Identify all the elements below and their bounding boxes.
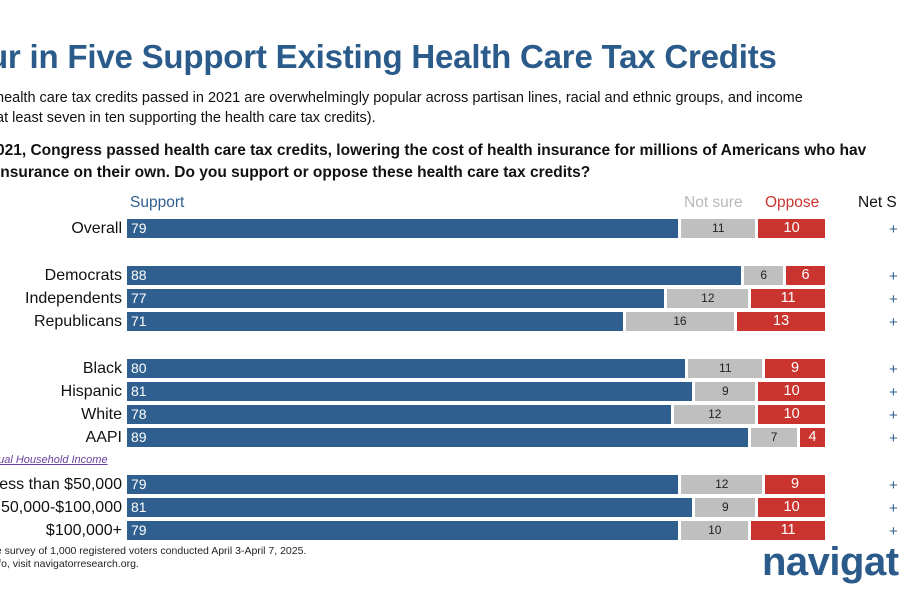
bar-oppose: 9: [765, 359, 825, 378]
bar-not-sure: 12: [674, 405, 756, 424]
bar-oppose: 9: [765, 475, 825, 494]
row-label: ess than $50,000: [0, 476, 122, 493]
subtitle-line-2: at least seven in ten supporting the hea…: [0, 110, 376, 126]
chart-subtitle: health care tax credits passed in 2021 a…: [0, 88, 900, 128]
bar-not-sure: 9: [695, 498, 756, 517]
group-label-income: nual Household Income: [0, 454, 108, 466]
row-label: Overall: [71, 220, 122, 237]
bar-support: 88: [127, 266, 742, 285]
bar-oppose: 11: [751, 289, 825, 308]
net-support-value: +: [889, 268, 898, 285]
bar-not-sure: 16: [625, 312, 735, 331]
row-label: Republicans: [33, 313, 122, 330]
net-support-value: +: [889, 430, 898, 447]
bar-support: 89: [127, 428, 749, 447]
bar-not-sure: 6: [744, 266, 784, 285]
bar-support: 77: [127, 289, 665, 308]
chart-title: our in Five Support Existing Health Care…: [0, 38, 777, 75]
question-line-1: 021, Congress passed health care tax cre…: [0, 142, 867, 159]
net-support-value: +: [889, 314, 898, 331]
column-header-not-sure: Not sure: [684, 194, 743, 211]
row-label: White: [81, 406, 122, 423]
bar-support: 78: [127, 405, 672, 424]
net-support-value: +: [889, 500, 898, 517]
footnote: de survey of 1,000 registered voters con…: [0, 545, 306, 571]
column-header-support: Support: [130, 194, 185, 211]
bar-not-sure: 7: [751, 428, 798, 447]
bar-support: 71: [127, 312, 623, 331]
row-label: 50,000-$100,000: [1, 499, 122, 516]
bar-support: 81: [127, 498, 693, 517]
bar-not-sure: 11: [681, 219, 756, 238]
bar-support: 80: [127, 359, 686, 378]
survey-question: 021, Congress passed health care tax cre…: [0, 140, 866, 184]
bar-not-sure: 9: [695, 382, 756, 401]
column-header-net: Net S: [858, 194, 897, 211]
row-label: Independents: [25, 290, 122, 307]
footnote-line-1: de survey of 1,000 registered voters con…: [0, 545, 307, 557]
subtitle-line-1: health care tax credits passed in 2021 a…: [0, 90, 803, 106]
bar-support: 81: [127, 382, 693, 401]
net-support-value: +: [889, 384, 898, 401]
row-label: Black: [82, 360, 122, 377]
bar-oppose: 10: [758, 405, 825, 424]
bar-oppose: 6: [786, 266, 825, 285]
bar-oppose: 10: [758, 382, 825, 401]
net-support-value: +: [889, 221, 898, 238]
navigator-logo: navigat: [762, 540, 899, 584]
bar-not-sure: 12: [667, 289, 749, 308]
question-line-2: insurance on their own. Do you support o…: [0, 164, 591, 181]
net-support-value: +: [889, 523, 898, 540]
bar-support: 79: [127, 219, 679, 238]
bar-oppose: 11: [751, 521, 825, 540]
bar-oppose: 13: [737, 312, 825, 331]
bar-not-sure: 12: [681, 475, 763, 494]
column-header-oppose: Oppose: [765, 194, 820, 211]
net-support-value: +: [889, 477, 898, 494]
row-label: Hispanic: [60, 383, 122, 400]
bar-not-sure: 11: [688, 359, 763, 378]
net-support-value: +: [889, 407, 898, 424]
bar-support: 79: [127, 475, 679, 494]
net-support-value: +: [889, 291, 898, 308]
bar-support: 79: [127, 521, 679, 540]
row-label: Democrats: [44, 267, 122, 284]
row-label: AAPI: [85, 429, 122, 446]
row-label: $100,000+: [45, 522, 122, 539]
bar-not-sure: 10: [681, 521, 749, 540]
footnote-line-2: info, visit navigatorresearch.org.: [0, 558, 139, 570]
net-support-value: +: [889, 361, 898, 378]
bar-oppose: 10: [758, 498, 825, 517]
bar-oppose: 10: [758, 219, 825, 238]
bar-oppose: 4: [800, 428, 825, 447]
